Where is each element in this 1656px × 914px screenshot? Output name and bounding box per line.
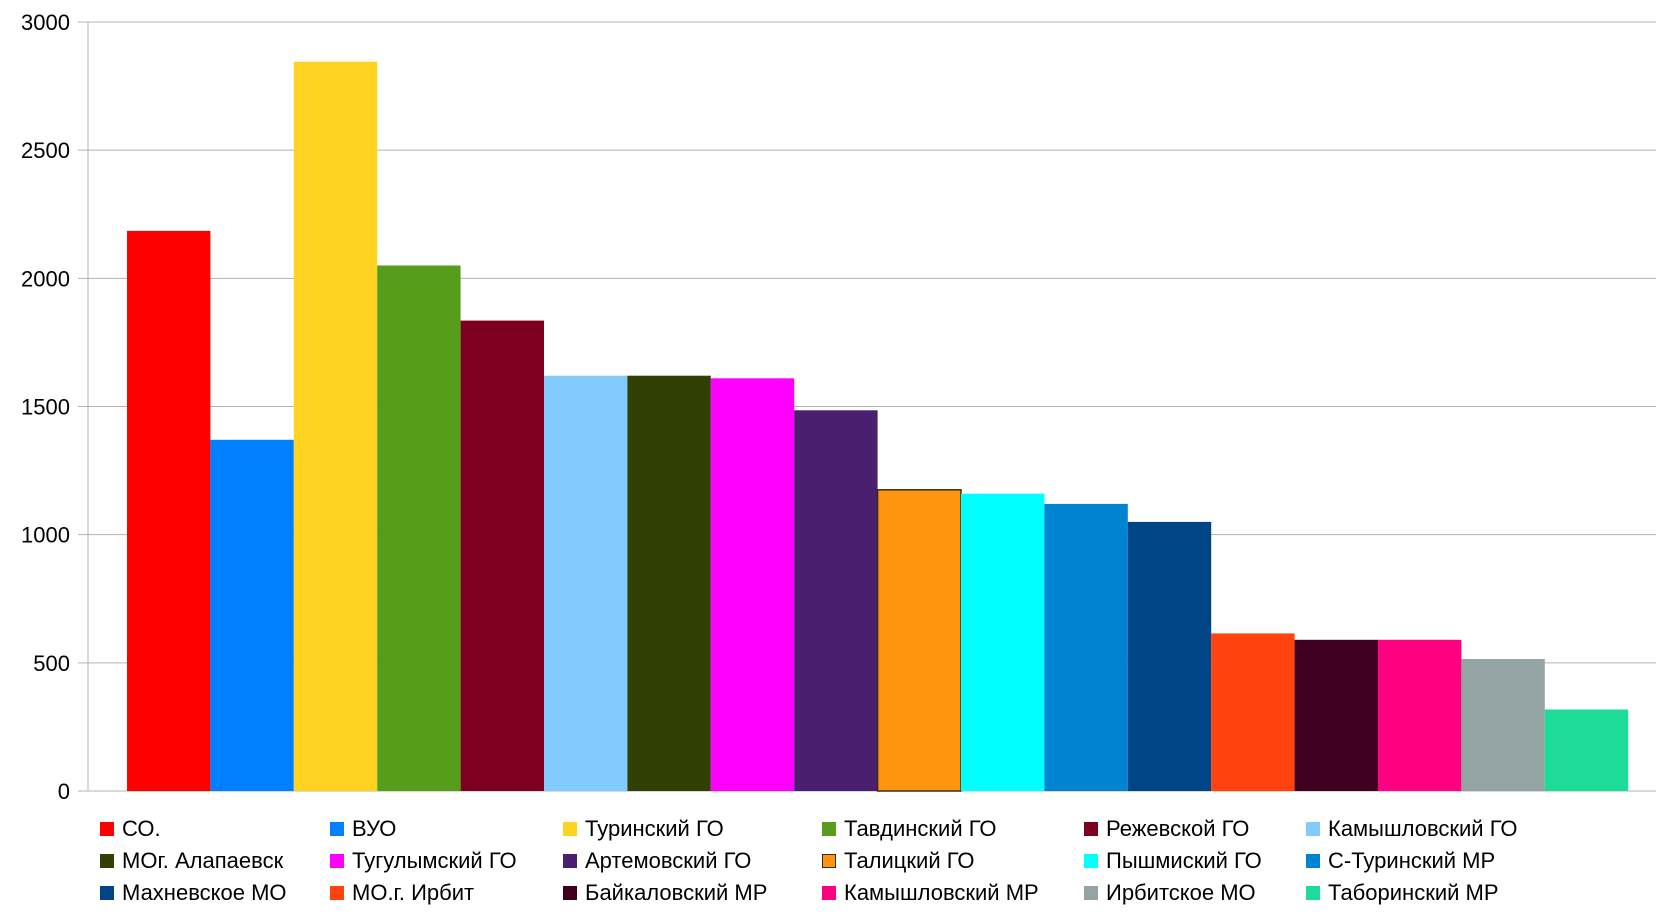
bar	[377, 265, 461, 791]
legend-swatch	[330, 854, 344, 868]
legend-swatch	[1306, 854, 1320, 868]
legend-swatch	[330, 822, 344, 836]
legend-item: Камышловский ГО	[1306, 815, 1556, 843]
legend-label: Талицкий ГО	[844, 848, 975, 873]
y-axis-tick-labels: 0 500 1000 1500 2000 2500 3000	[21, 10, 70, 804]
bar	[876, 489, 962, 792]
legend-swatch	[100, 854, 114, 868]
legend-swatch	[563, 886, 577, 900]
legend-item: Тугулымский ГО	[330, 847, 563, 875]
legend-swatch	[100, 886, 114, 900]
bar	[1544, 709, 1629, 791]
legend-swatch	[563, 822, 577, 836]
y-tick-label: 500	[33, 651, 70, 676]
legend-item: Таборинский МР	[1306, 879, 1556, 907]
legend-label: Туринский ГО	[585, 816, 724, 841]
legend-label: СО.	[122, 816, 161, 841]
legend-item: Режевской ГО	[1084, 815, 1306, 843]
legend-label: Камышловский ГО	[1328, 816, 1518, 841]
legend-item: МО.г. Ирбит	[330, 879, 563, 907]
legend-item: СО.	[100, 815, 330, 843]
bar	[1294, 639, 1378, 791]
legend-item: Байкаловский МР	[563, 879, 822, 907]
legend-swatch	[1084, 886, 1098, 900]
bars	[127, 61, 1629, 792]
bar	[1378, 639, 1462, 791]
legend-label: Тугулымский ГО	[352, 848, 517, 873]
y-tick-label: 1000	[21, 523, 70, 548]
legend-label: Тавдинский ГО	[844, 816, 997, 841]
legend-label: Пышмиский ГО	[1106, 848, 1262, 873]
legend-swatch	[822, 854, 836, 868]
legend-label: Режевской ГО	[1106, 816, 1250, 841]
y-tick-label: 3000	[21, 10, 70, 35]
legend-swatch	[330, 886, 344, 900]
legend-swatch	[822, 886, 836, 900]
bar	[794, 410, 878, 791]
legend-swatch	[1084, 822, 1098, 836]
y-tick-label: 0	[58, 779, 70, 804]
legend-label: Махневское МО	[122, 880, 287, 905]
bar	[1461, 659, 1545, 791]
bar	[1127, 521, 1212, 791]
legend-item: Тавдинский ГО	[822, 815, 1084, 843]
bar	[460, 320, 544, 791]
legend-item: МОг. Алапаевск	[100, 847, 330, 875]
y-tick-label: 1500	[21, 395, 70, 420]
legend-item: Пышмиский ГО	[1084, 847, 1306, 875]
legend-label: Ирбитское МО	[1106, 880, 1256, 905]
legend-label: С-Туринский МР	[1328, 848, 1496, 873]
legend-label: Байкаловский МР	[585, 880, 768, 905]
bar	[627, 375, 711, 791]
bar	[961, 493, 1045, 791]
legend-label: ВУО	[352, 816, 397, 841]
bar	[710, 378, 795, 791]
legend-item: Махневское МО	[100, 879, 330, 907]
y-tick-label: 2500	[21, 138, 70, 163]
bar	[1211, 633, 1295, 791]
legend-label: МО.г. Ирбит	[352, 880, 475, 905]
legend-swatch	[1084, 854, 1098, 868]
legend-item: Артемовский ГО	[563, 847, 822, 875]
bar	[293, 61, 378, 791]
legend-item: Ирбитское МО	[1084, 879, 1306, 907]
y-tick-label: 2000	[21, 266, 70, 291]
bar	[544, 375, 628, 791]
bar	[1044, 503, 1128, 791]
bar	[127, 230, 211, 791]
legend-label: Камышловский МР	[844, 880, 1039, 905]
legend-swatch	[100, 822, 114, 836]
legend-item: ВУО	[330, 815, 563, 843]
legend-swatch	[1306, 886, 1320, 900]
legend-swatch	[1306, 822, 1320, 836]
legend-swatch	[822, 822, 836, 836]
bar	[210, 439, 294, 791]
legend-label: МОг. Алапаевск	[122, 848, 284, 873]
legend: СО. ВУО Туринский ГО Тавдинский ГО Режевской…	[100, 815, 1650, 907]
legend-item: С-Туринский МР	[1306, 847, 1556, 875]
legend-label: Таборинский МР	[1328, 880, 1499, 905]
legend-item: Туринский ГО	[563, 815, 822, 843]
legend-label: Артемовский ГО	[585, 848, 752, 873]
legend-item: Камышловский МР	[822, 879, 1084, 907]
legend-swatch	[563, 854, 577, 868]
legend-item: Талицкий ГО	[822, 847, 1084, 875]
